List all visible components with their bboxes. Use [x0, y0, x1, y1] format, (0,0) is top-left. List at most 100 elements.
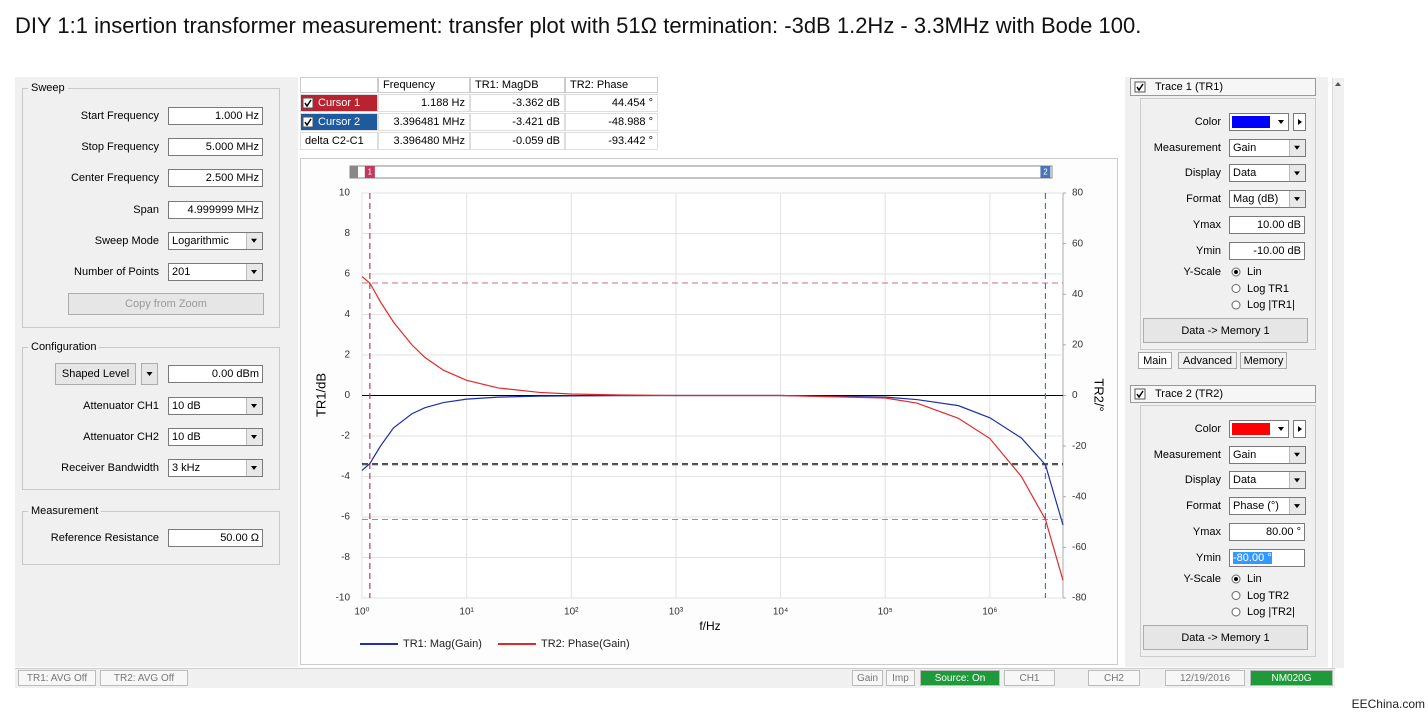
field-label: Number of Points: [74, 266, 159, 278]
table-cell: -3.421 dB: [470, 113, 565, 131]
field-label: Measurement: [1153, 448, 1221, 461]
tab[interactable]: Memory: [1240, 352, 1287, 369]
group-frame: [22, 347, 280, 490]
text-input[interactable]: -10.00 dB: [1229, 241, 1305, 260]
field-label: Attenuator CH2: [83, 431, 159, 443]
dropdown[interactable]: Data: [1229, 164, 1306, 183]
selected-text: -80.00 °: [1233, 551, 1272, 564]
field-label: Y-Scale: [1183, 266, 1221, 278]
dropdown-button[interactable]: [1289, 139, 1305, 156]
shaped-level-button[interactable]: Shaped Level: [55, 363, 136, 385]
dropdown-button[interactable]: [246, 232, 262, 249]
color-swatch: [1232, 423, 1270, 435]
scrollbar[interactable]: [1332, 78, 1344, 668]
memory-button[interactable]: Data -> Memory 1: [1143, 625, 1308, 650]
radio-label[interactable]: Lin: [1247, 573, 1262, 585]
table-cell: -93.442 °: [565, 132, 658, 150]
text-input[interactable]: 0.00 dBm: [168, 365, 263, 383]
dropdown[interactable]: Logarithmic: [168, 231, 263, 250]
dropdown-button[interactable]: [246, 398, 262, 414]
shaped-level-menu[interactable]: [141, 363, 158, 385]
watermark: EEChina.com: [1351, 697, 1425, 711]
field-label: Ymin: [1195, 551, 1221, 564]
field-label: Display: [1184, 167, 1221, 180]
table-header: Frequency: [378, 77, 470, 93]
dropdown-button[interactable]: [1289, 446, 1305, 463]
field-label: Stop Frequency: [81, 141, 159, 154]
field-label: Color: [1194, 116, 1221, 128]
dropdown[interactable]: 10 dB: [168, 428, 263, 446]
tab[interactable]: Main: [1138, 352, 1172, 369]
text-input[interactable]: 2.500 MHz: [168, 169, 263, 188]
field-label: Ymax: [1192, 525, 1221, 538]
dropdown-button[interactable]: [246, 429, 262, 445]
dropdown[interactable]: 201: [168, 263, 263, 281]
table-cell[interactable]: Cursor 2: [300, 113, 378, 131]
chart-window: [300, 158, 1118, 665]
status-item: Source: On: [920, 670, 1000, 686]
dropdown[interactable]: Mag (dB): [1229, 190, 1306, 209]
color-more[interactable]: [1293, 113, 1306, 131]
dropdown[interactable]: Gain: [1229, 138, 1306, 157]
table-header-blank: [300, 77, 378, 93]
table-cell: -0.059 dB: [470, 132, 565, 150]
field-label: Receiver Bandwidth: [61, 462, 159, 474]
dropdown-button[interactable]: [1289, 498, 1305, 515]
text-input[interactable]: 10.00 dB: [1229, 215, 1305, 234]
status-item: Gain: [852, 670, 883, 686]
trace-frame: [1140, 98, 1316, 350]
trace-frame: [1140, 405, 1316, 657]
table-header: TR2: Phase: [565, 77, 658, 93]
memory-button[interactable]: Data -> Memory 1: [1143, 318, 1308, 343]
status-item: 12/19/2016: [1165, 670, 1245, 686]
field-label: Display: [1184, 474, 1221, 487]
dropdown[interactable]: 10 dB: [168, 397, 263, 415]
table-cell[interactable]: Cursor 1: [300, 94, 378, 112]
field-label: Measurement: [1153, 141, 1221, 154]
status-item: TR1: AVG Off: [18, 670, 96, 686]
group-label: Sweep: [28, 81, 68, 95]
table-cell: 3.396480 MHz: [378, 132, 470, 150]
dropdown-button[interactable]: [246, 460, 262, 476]
field-label: Y-Scale: [1183, 573, 1221, 585]
text-input[interactable]: 5.000 MHz: [168, 138, 263, 157]
text-input[interactable]: 4.999999 MHz: [168, 200, 263, 219]
dropdown-button[interactable]: [1289, 165, 1305, 182]
field-label: Reference Resistance: [50, 532, 159, 544]
text-input[interactable]: -80.00 °: [1229, 548, 1305, 567]
dropdown-button[interactable]: [246, 264, 262, 280]
radio-label[interactable]: Log TR2: [1247, 589, 1289, 602]
dropdown[interactable]: Gain: [1229, 445, 1306, 464]
dropdown[interactable]: Phase (°): [1229, 497, 1306, 516]
group-label: Measurement: [28, 504, 102, 518]
field-label: Format: [1186, 500, 1221, 513]
group-frame: [22, 511, 280, 565]
dropdown[interactable]: 3 kHz: [168, 459, 263, 477]
group-frame: [22, 88, 280, 328]
page-title: DIY 1:1 insertion transformer measuremen…: [15, 13, 1142, 38]
field-label: Ymin: [1195, 244, 1221, 257]
dropdown-button[interactable]: [1289, 472, 1305, 489]
text-input[interactable]: 1.000 Hz: [168, 107, 263, 125]
radio-label[interactable]: Log TR1: [1247, 282, 1289, 295]
group-label: Configuration: [28, 340, 100, 354]
table-cell: 1.188 Hz: [378, 94, 470, 112]
tab[interactable]: Advanced: [1178, 352, 1237, 369]
radio-label[interactable]: Lin: [1247, 266, 1262, 278]
table-cell: -48.988 °: [565, 113, 658, 131]
text-input[interactable]: 80.00 °: [1229, 522, 1305, 541]
trace-header[interactable]: Trace 1 (TR1): [1130, 78, 1316, 96]
field-label: Span: [133, 203, 159, 216]
status-item: NM020G: [1250, 670, 1333, 686]
table-cell: -3.362 dB: [470, 94, 565, 112]
text-input[interactable]: 50.00 Ω: [168, 529, 263, 547]
radio-label[interactable]: Log |TR1|: [1247, 299, 1295, 311]
table-cell: 3.396481 MHz: [378, 113, 470, 131]
color-more[interactable]: [1293, 420, 1306, 438]
copy-button[interactable]: Copy from Zoom: [68, 293, 264, 315]
trace-header[interactable]: Trace 2 (TR2): [1130, 385, 1316, 403]
status-item: CH2: [1088, 670, 1140, 686]
dropdown-button[interactable]: [1289, 191, 1305, 208]
dropdown[interactable]: Data: [1229, 471, 1306, 490]
radio-label[interactable]: Log |TR2|: [1247, 606, 1295, 618]
